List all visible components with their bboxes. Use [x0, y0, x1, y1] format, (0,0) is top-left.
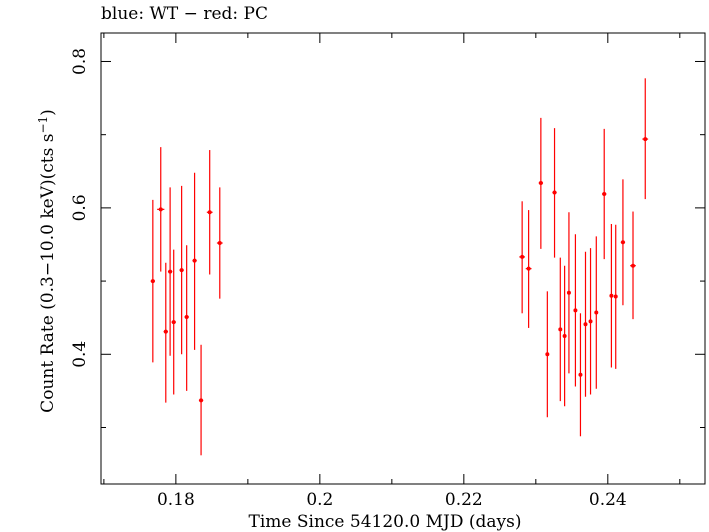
data-point: [642, 78, 649, 200]
data-point: [192, 172, 197, 350]
data-point: [545, 291, 550, 418]
y-tick-label: 0.4: [70, 341, 90, 368]
point-marker: [620, 240, 625, 245]
data-points: [150, 78, 649, 456]
y-axis-label-main: Count Rate (0.3−10.0 keV)(cts s: [38, 134, 58, 413]
tick-labels: 0.18 0.2 0.22 0.24 0.4 0.6 0.8: [70, 48, 627, 510]
plot-frame: [100, 32, 706, 485]
x-tick-label: 0.22: [445, 490, 483, 510]
data-point: [566, 212, 571, 374]
point-marker: [552, 190, 557, 195]
point-marker: [613, 294, 618, 299]
data-point: [198, 344, 204, 456]
data-point: [179, 185, 184, 355]
point-marker: [207, 210, 212, 215]
x-tick-label: 0.24: [589, 490, 627, 510]
point-marker: [558, 327, 563, 332]
x-tick-label: 0.2: [306, 490, 333, 510]
data-point: [216, 187, 223, 299]
point-marker: [199, 398, 204, 403]
data-point: [558, 257, 563, 402]
axis-ticks: [101, 33, 705, 484]
point-marker: [602, 191, 607, 196]
x-axis-label: Time Since 54120.0 MJD (days): [249, 512, 522, 532]
point-marker: [609, 293, 614, 298]
x-tick-label: 0.18: [157, 490, 195, 510]
data-point: [602, 128, 607, 260]
point-marker: [538, 180, 543, 185]
data-point: [150, 199, 155, 363]
data-point: [552, 128, 557, 258]
data-point: [519, 201, 526, 314]
data-point: [630, 211, 636, 320]
point-marker: [163, 329, 168, 334]
point-marker: [573, 308, 578, 313]
point-marker: [217, 241, 222, 246]
point-marker: [526, 266, 531, 271]
data-point: [588, 248, 593, 395]
point-marker: [588, 319, 593, 324]
point-marker: [168, 269, 173, 274]
chart-title: blue: WT − red: PC: [101, 4, 268, 24]
data-point: [573, 234, 578, 387]
data-point: [157, 147, 165, 272]
point-marker: [631, 263, 636, 268]
data-point: [538, 117, 544, 249]
point-marker: [171, 320, 176, 325]
y-axis-label: Count Rate (0.3−10.0 keV)(cts s−1): [36, 109, 58, 413]
point-marker: [566, 290, 571, 295]
data-point: [562, 265, 567, 407]
point-marker: [562, 333, 567, 338]
point-marker: [520, 254, 525, 259]
data-point: [184, 245, 189, 391]
data-point: [620, 179, 626, 306]
data-point: [594, 236, 599, 389]
y-axis-label-close: ): [38, 109, 58, 116]
point-marker: [583, 322, 588, 327]
point-marker: [643, 137, 648, 142]
data-point: [613, 224, 618, 369]
point-marker: [578, 372, 583, 377]
point-marker: [150, 279, 155, 284]
point-marker: [594, 310, 599, 315]
data-point: [525, 210, 532, 328]
data-point: [171, 249, 176, 395]
point-marker: [192, 258, 197, 263]
point-marker: [179, 268, 184, 273]
y-tick-label: 0.6: [70, 194, 90, 221]
data-point: [163, 262, 168, 403]
data-point: [578, 313, 583, 437]
point-marker: [158, 207, 163, 212]
point-marker: [545, 352, 550, 357]
point-marker: [184, 314, 189, 319]
data-point: [206, 150, 213, 275]
data-point: [167, 187, 173, 356]
plot-axes: [100, 32, 706, 485]
data-point: [583, 251, 588, 397]
data-point: [609, 223, 614, 368]
y-axis-label-superscript: −1: [36, 116, 50, 134]
y-tick-label: 0.8: [70, 48, 90, 75]
